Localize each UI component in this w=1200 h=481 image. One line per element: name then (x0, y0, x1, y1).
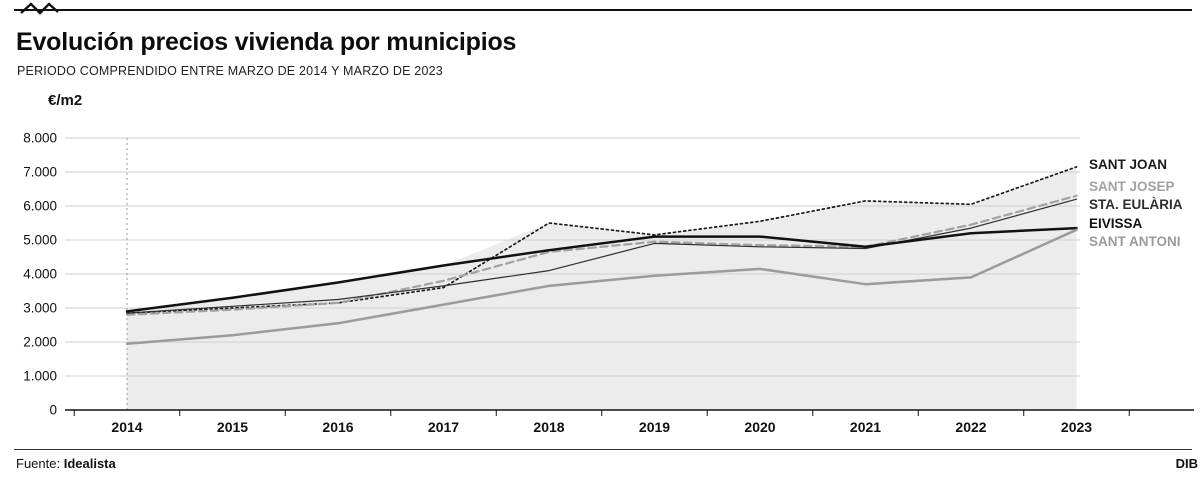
series-line-eivissa (125, 226, 1078, 313)
y-tick-label: 1.000 (23, 369, 57, 384)
y-tick-label: 0 (49, 403, 57, 418)
source-credit: Fuente: Idealista (16, 456, 116, 471)
source-label: Fuente: (16, 456, 61, 471)
series-label-eivissa: EIVISSA (1089, 216, 1143, 231)
series-label-sant-josep: SANT JOSEP (1089, 179, 1175, 194)
page-subtitle: PERIODO COMPRENDIDO ENTRE MARZO DE 2014 … (17, 64, 443, 78)
footer-rule (14, 449, 1192, 450)
y-tick-label: 5.000 (23, 233, 57, 248)
agency-credit: DIB (1175, 456, 1198, 471)
series-line-sant-josep (125, 194, 1078, 316)
series-line-sta-eul-ria (126, 198, 1078, 314)
y-tick-label: 6.000 (23, 199, 57, 214)
corner-zigzag-mark (20, 2, 59, 15)
y-tick-label: 2.000 (23, 335, 57, 350)
x-tick-label: 2023 (1061, 419, 1092, 435)
y-tick-label: 4.000 (23, 267, 57, 282)
x-tick-label: 2019 (639, 419, 670, 435)
page-title: Evolución precios vivienda por municipio… (16, 28, 517, 56)
x-tick-label: 2017 (428, 419, 459, 435)
x-tick-label: 2015 (217, 419, 248, 435)
y-tick-label: 8.000 (23, 131, 57, 146)
chart-area: 0 1.000 2.000 3.000 4.000 5.000 6.000 7.000 8.00… (0, 110, 1200, 450)
series-label-sant-antoni: SANT ANTONI (1089, 234, 1181, 249)
x-tick-label: 2020 (744, 419, 775, 435)
x-tick-label: 2016 (322, 419, 353, 435)
y-axis-unit-label: €/m2 (48, 92, 83, 109)
x-tick-label: 2014 (111, 419, 142, 435)
y-tick-label: 7.000 (23, 165, 57, 180)
source-value: Idealista (63, 456, 116, 471)
area-fill (127, 166, 1077, 410)
series-label-sant-joan: SANT JOAN (1089, 157, 1167, 172)
x-tick-label: 2021 (850, 419, 881, 435)
y-tick-label: 3.000 (23, 301, 57, 316)
x-tick-label: 2018 (533, 419, 564, 435)
top-rule (14, 9, 1192, 11)
x-tick-label: 2022 (955, 419, 986, 435)
line-chart: 0 1.000 2.000 3.000 4.000 5.000 6.000 7.000 8.00… (23, 131, 1194, 435)
series-label-sta-eul-ria: STA. EULÀRIA (1089, 197, 1183, 212)
series-line-sant-antoni (125, 228, 1078, 345)
